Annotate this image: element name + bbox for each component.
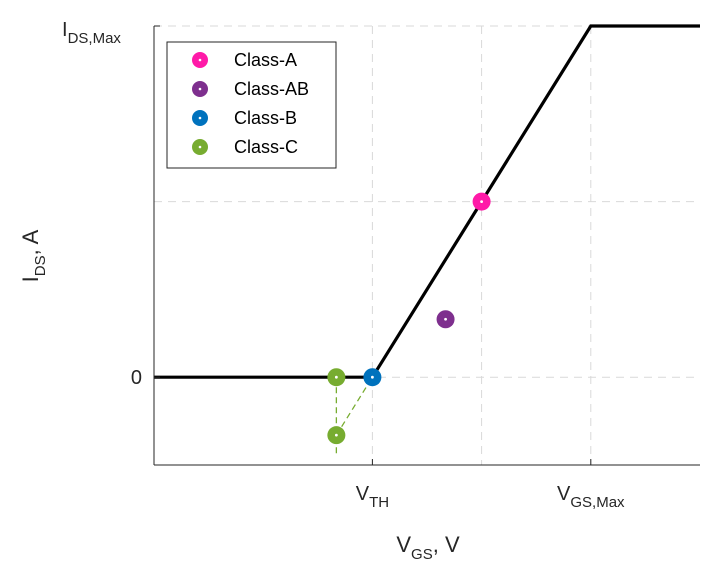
- legend-marker-center: [198, 58, 202, 62]
- guide-line: [335, 376, 373, 436]
- legend-label-class-ab: Class-AB: [234, 79, 309, 99]
- marker-center-dot: [444, 317, 447, 321]
- marker-center-dot: [371, 375, 374, 379]
- x-tick-label: VTH: [356, 483, 389, 511]
- marker-center-dot: [334, 375, 338, 379]
- x-axis-label: VGS, V: [396, 532, 460, 563]
- y-tick-label: 0: [131, 367, 142, 389]
- x-tick-label: VGS,Max: [557, 483, 625, 511]
- axes-frame: [153, 26, 700, 466]
- legend-label-class-b: Class-B: [234, 108, 297, 128]
- legend-marker-center: [198, 87, 202, 91]
- legend-marker-center: [198, 116, 202, 120]
- marker-center-dot: [334, 433, 338, 437]
- operating-point-markers: [327, 192, 491, 445]
- y-tick-labels: 0 IDS,Max: [62, 19, 160, 389]
- marker-center-dot: [480, 200, 483, 204]
- legend-marker-center: [198, 145, 202, 149]
- legend-label-class-a: Class-A: [234, 50, 297, 70]
- legend-label-class-c: Class-C: [234, 137, 298, 157]
- legend: Class-A Class-AB Class-B Class-C: [166, 41, 337, 169]
- x-tick-labels: VTH VGS,Max: [356, 459, 625, 511]
- class-c-guide-lines: [335, 376, 373, 457]
- y-axis-label: IDS, A: [18, 229, 49, 282]
- y-tick-label: IDS,Max: [62, 19, 121, 47]
